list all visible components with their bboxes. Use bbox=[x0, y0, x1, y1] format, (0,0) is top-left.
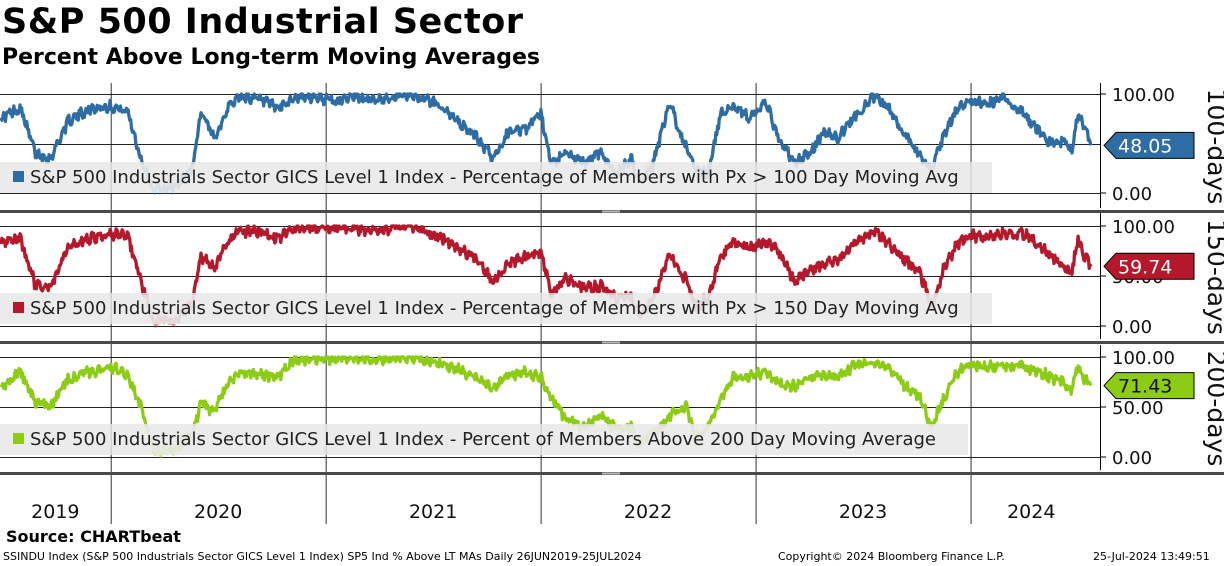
ytick-label-150-100.00: 100.00 bbox=[1112, 217, 1175, 238]
last-value-badge-150 bbox=[1103, 252, 1195, 280]
source-label: Source: CHARTbeat bbox=[6, 527, 181, 546]
legend-label-200: S&P 500 Industrials Sector GICS Level 1 … bbox=[30, 429, 936, 450]
x-tick-label-2020: 2020 bbox=[194, 501, 242, 523]
series-line-100 bbox=[0, 92, 1093, 164]
axis-title-200: 200-days bbox=[1202, 351, 1224, 467]
last-value-text-200: 71.43 bbox=[1118, 376, 1172, 398]
axis-title-150: 150-days bbox=[1202, 219, 1224, 335]
x-tick-label-2021: 2021 bbox=[409, 501, 457, 523]
ytick-label-100-0.00: 0.00 bbox=[1112, 184, 1152, 205]
ytick-label-200-0.00: 0.00 bbox=[1112, 448, 1152, 469]
legend-swatch-100 bbox=[13, 171, 24, 182]
last-value-badge-100 bbox=[1103, 131, 1195, 159]
x-tick-label-2019: 2019 bbox=[31, 501, 79, 523]
axis-title-100: 100-days bbox=[1202, 89, 1224, 205]
ytick-label-200-50.00: 50.00 bbox=[1112, 398, 1164, 419]
panel-resize-handle-200[interactable] bbox=[602, 472, 620, 475]
panel-resize-handle-100[interactable] bbox=[602, 210, 620, 213]
legend-box-200 bbox=[0, 424, 968, 455]
chart-subtitle: Percent Above Long-term Moving Averages bbox=[2, 45, 540, 70]
ytick-label-150-0.00: 0.00 bbox=[1112, 317, 1152, 338]
footer-copyright: Copyright© 2024 Bloomberg Finance L.P. bbox=[778, 550, 1005, 563]
x-tick-label-2022: 2022 bbox=[624, 501, 672, 523]
last-value-text-100: 48.05 bbox=[1118, 135, 1172, 157]
panel-resize-handle-150[interactable] bbox=[602, 341, 620, 344]
legend-box-100 bbox=[0, 162, 992, 193]
legend-swatch-200 bbox=[13, 433, 24, 444]
last-value-badge-200 bbox=[1103, 372, 1195, 400]
legend-label-150: S&P 500 Industrials Sector GICS Level 1 … bbox=[30, 298, 959, 319]
legend-box-150 bbox=[0, 293, 992, 324]
chart-title: S&P 500 Industrial Sector bbox=[2, 2, 524, 42]
series-line-200 bbox=[0, 355, 1093, 426]
series-line-150 bbox=[0, 224, 1093, 295]
legend-swatch-150 bbox=[13, 302, 24, 313]
footer-description: SSINDU Index (S&P 500 Industrials Sector… bbox=[3, 550, 642, 563]
x-tick-label-2023: 2023 bbox=[839, 501, 887, 523]
footer-timestamp: 25-Jul-2024 13:49:51 bbox=[1093, 550, 1210, 563]
last-value-text-150: 59.74 bbox=[1118, 256, 1172, 278]
ytick-label-100-100.00: 100.00 bbox=[1112, 85, 1175, 106]
legend-label-100: S&P 500 Industrials Sector GICS Level 1 … bbox=[30, 167, 959, 188]
x-tick-label-2024: 2024 bbox=[1007, 501, 1055, 523]
ytick-label-200-100.00: 100.00 bbox=[1112, 348, 1175, 369]
